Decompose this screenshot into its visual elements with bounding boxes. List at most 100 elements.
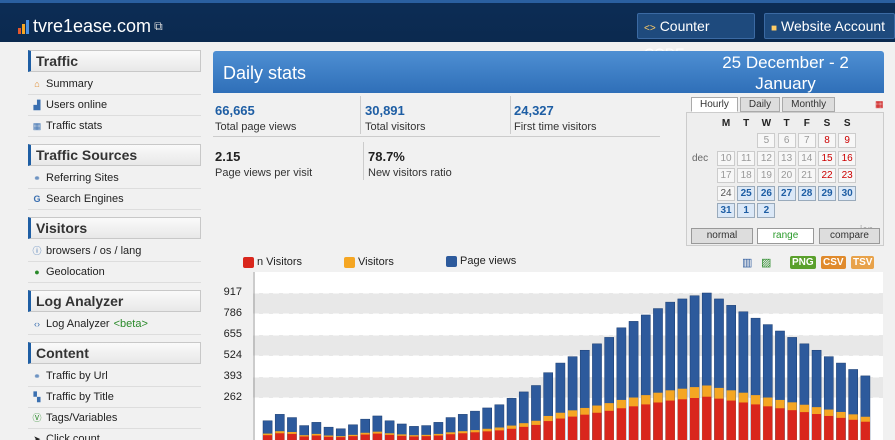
- bar-n-visitors[interactable]: [702, 396, 712, 440]
- calendar-day[interactable]: 16: [838, 150, 857, 166]
- calendar-day[interactable]: 22: [818, 168, 836, 184]
- bar-page-views[interactable]: [506, 398, 517, 440]
- sidebar-item-browsers[interactable]: ⓘ browsers / os / lang: [28, 241, 201, 262]
- bar-page-views[interactable]: [628, 321, 639, 440]
- bar-page-views[interactable]: [555, 362, 566, 440]
- calendar-day[interactable]: 15: [818, 150, 836, 166]
- counter-code-button[interactable]: <>Counter CODE: [637, 13, 755, 61]
- tab-daily[interactable]: Daily: [739, 97, 781, 112]
- website-account-button[interactable]: ■ Website Account: [764, 13, 895, 39]
- bar-n-visitors[interactable]: [568, 416, 578, 440]
- bar-n-visitors[interactable]: [397, 435, 407, 440]
- export-csv-button[interactable]: CSV: [821, 256, 846, 269]
- calendar-day[interactable]: 31: [717, 203, 735, 219]
- bar-page-views[interactable]: [579, 349, 590, 440]
- sidebar-item-traffic-by-url[interactable]: ⚭ Traffic by Url: [28, 366, 201, 387]
- bar-n-visitors[interactable]: [433, 435, 443, 440]
- bar-n-visitors[interactable]: [555, 418, 565, 440]
- bar-page-views[interactable]: [604, 337, 615, 440]
- bar-page-views[interactable]: [787, 337, 797, 440]
- calendar-day[interactable]: 11: [737, 150, 756, 166]
- calendar-day[interactable]: 2: [757, 203, 776, 219]
- calendar-day[interactable]: 29: [818, 185, 836, 201]
- bar-n-visitors[interactable]: [543, 421, 553, 440]
- bar-page-views[interactable]: [457, 414, 468, 440]
- bar-n-visitors[interactable]: [677, 399, 687, 440]
- bar-n-visitors[interactable]: [324, 436, 334, 440]
- bar-page-views[interactable]: [775, 330, 785, 440]
- bar-n-visitors[interactable]: [287, 433, 297, 440]
- bar-page-views[interactable]: [360, 418, 370, 440]
- bar-page-views[interactable]: [836, 362, 846, 440]
- bar-n-visitors[interactable]: [763, 406, 773, 440]
- bar-n-visitors[interactable]: [775, 408, 785, 440]
- bar-n-visitors[interactable]: [787, 410, 797, 440]
- bar-n-visitors[interactable]: [275, 433, 285, 440]
- calendar-day[interactable]: 9: [838, 133, 857, 148]
- tab-monthly[interactable]: Monthly: [782, 97, 836, 112]
- bar-n-visitors[interactable]: [299, 436, 309, 440]
- bar-n-visitors[interactable]: [360, 434, 370, 440]
- site-logo[interactable]: tvre1ease.com ⧉: [18, 16, 163, 37]
- calendar-day[interactable]: 24: [717, 185, 735, 201]
- bar-n-visitors[interactable]: [616, 408, 626, 440]
- calendar-day[interactable]: 17: [717, 168, 735, 184]
- bar-n-visitors[interactable]: [470, 432, 480, 440]
- bar-n-visitors[interactable]: [653, 402, 663, 440]
- bar-n-visitors[interactable]: [580, 414, 590, 440]
- bar-n-visitors[interactable]: [799, 412, 809, 440]
- calendar-day[interactable]: 18: [737, 168, 756, 184]
- calendar-day[interactable]: 10: [717, 150, 735, 166]
- bar-n-visitors[interactable]: [592, 412, 602, 440]
- mode-normal-button[interactable]: normal: [691, 228, 753, 244]
- bar-page-views[interactable]: [482, 407, 493, 440]
- bar-n-visitors[interactable]: [641, 404, 651, 440]
- bar-page-views[interactable]: [396, 423, 407, 440]
- bar-n-visitors[interactable]: [482, 431, 492, 440]
- bar-page-views[interactable]: [543, 372, 554, 440]
- bar-n-visitors[interactable]: [726, 400, 736, 440]
- calendar-day[interactable]: 14: [797, 150, 816, 166]
- legend-page-views[interactable]: Page views: [446, 255, 516, 267]
- mode-compare-button[interactable]: compare: [819, 228, 880, 244]
- calendar-day[interactable]: 23: [838, 168, 857, 184]
- bar-n-visitors[interactable]: [458, 433, 468, 440]
- bar-n-visitors[interactable]: [421, 436, 431, 440]
- bar-n-visitors[interactable]: [604, 410, 614, 440]
- calendar-day[interactable]: 13: [777, 150, 796, 166]
- sidebar-item-traffic-stats[interactable]: ▦ Traffic stats: [28, 116, 201, 137]
- bar-n-visitors[interactable]: [690, 398, 700, 440]
- bar-page-views[interactable]: [299, 425, 309, 440]
- bar-n-visitors[interactable]: [531, 424, 541, 440]
- legend-visitors[interactable]: Visitors: [344, 256, 394, 268]
- bar-chart-icon[interactable]: ▥: [742, 257, 753, 269]
- sidebar-item-users-online[interactable]: ▟ Users online: [28, 95, 201, 116]
- calendar-day[interactable]: 30: [838, 185, 857, 201]
- bar-page-views[interactable]: [762, 324, 773, 440]
- calendar-day[interactable]: 27: [777, 185, 796, 201]
- bar-n-visitors[interactable]: [848, 419, 858, 440]
- sidebar-item-log-analyzer[interactable]: ‹› Log Analyzer <beta>: [28, 314, 201, 335]
- bar-page-views[interactable]: [665, 301, 676, 440]
- calendar-icon[interactable]: ▦: [875, 99, 884, 109]
- bar-page-views[interactable]: [640, 314, 651, 440]
- bar-n-visitors[interactable]: [348, 436, 358, 440]
- bar-n-visitors[interactable]: [519, 426, 529, 440]
- export-tsv-button[interactable]: TSV: [851, 256, 875, 269]
- bar-page-views[interactable]: [567, 356, 578, 440]
- legend-new-visitors[interactable]: n Visitors: [243, 256, 302, 268]
- sidebar-item-search-engines[interactable]: G Search Engines: [28, 189, 201, 210]
- bar-page-views[interactable]: [811, 349, 822, 440]
- bar-page-views[interactable]: [531, 385, 541, 440]
- bar-n-visitors[interactable]: [507, 428, 517, 440]
- sidebar-item-summary[interactable]: ⌂ Summary: [28, 74, 201, 95]
- bar-n-visitors[interactable]: [629, 406, 639, 440]
- bar-page-views[interactable]: [860, 375, 871, 440]
- bar-n-visitors[interactable]: [372, 433, 382, 440]
- calendar-day[interactable]: 5: [757, 133, 776, 148]
- sidebar-item-geolocation[interactable]: ● Geolocation: [28, 262, 201, 283]
- bar-n-visitors[interactable]: [311, 435, 321, 440]
- bar-page-views[interactable]: [274, 414, 285, 440]
- calendar-day[interactable]: 12: [757, 150, 776, 166]
- bar-n-visitors[interactable]: [665, 400, 675, 440]
